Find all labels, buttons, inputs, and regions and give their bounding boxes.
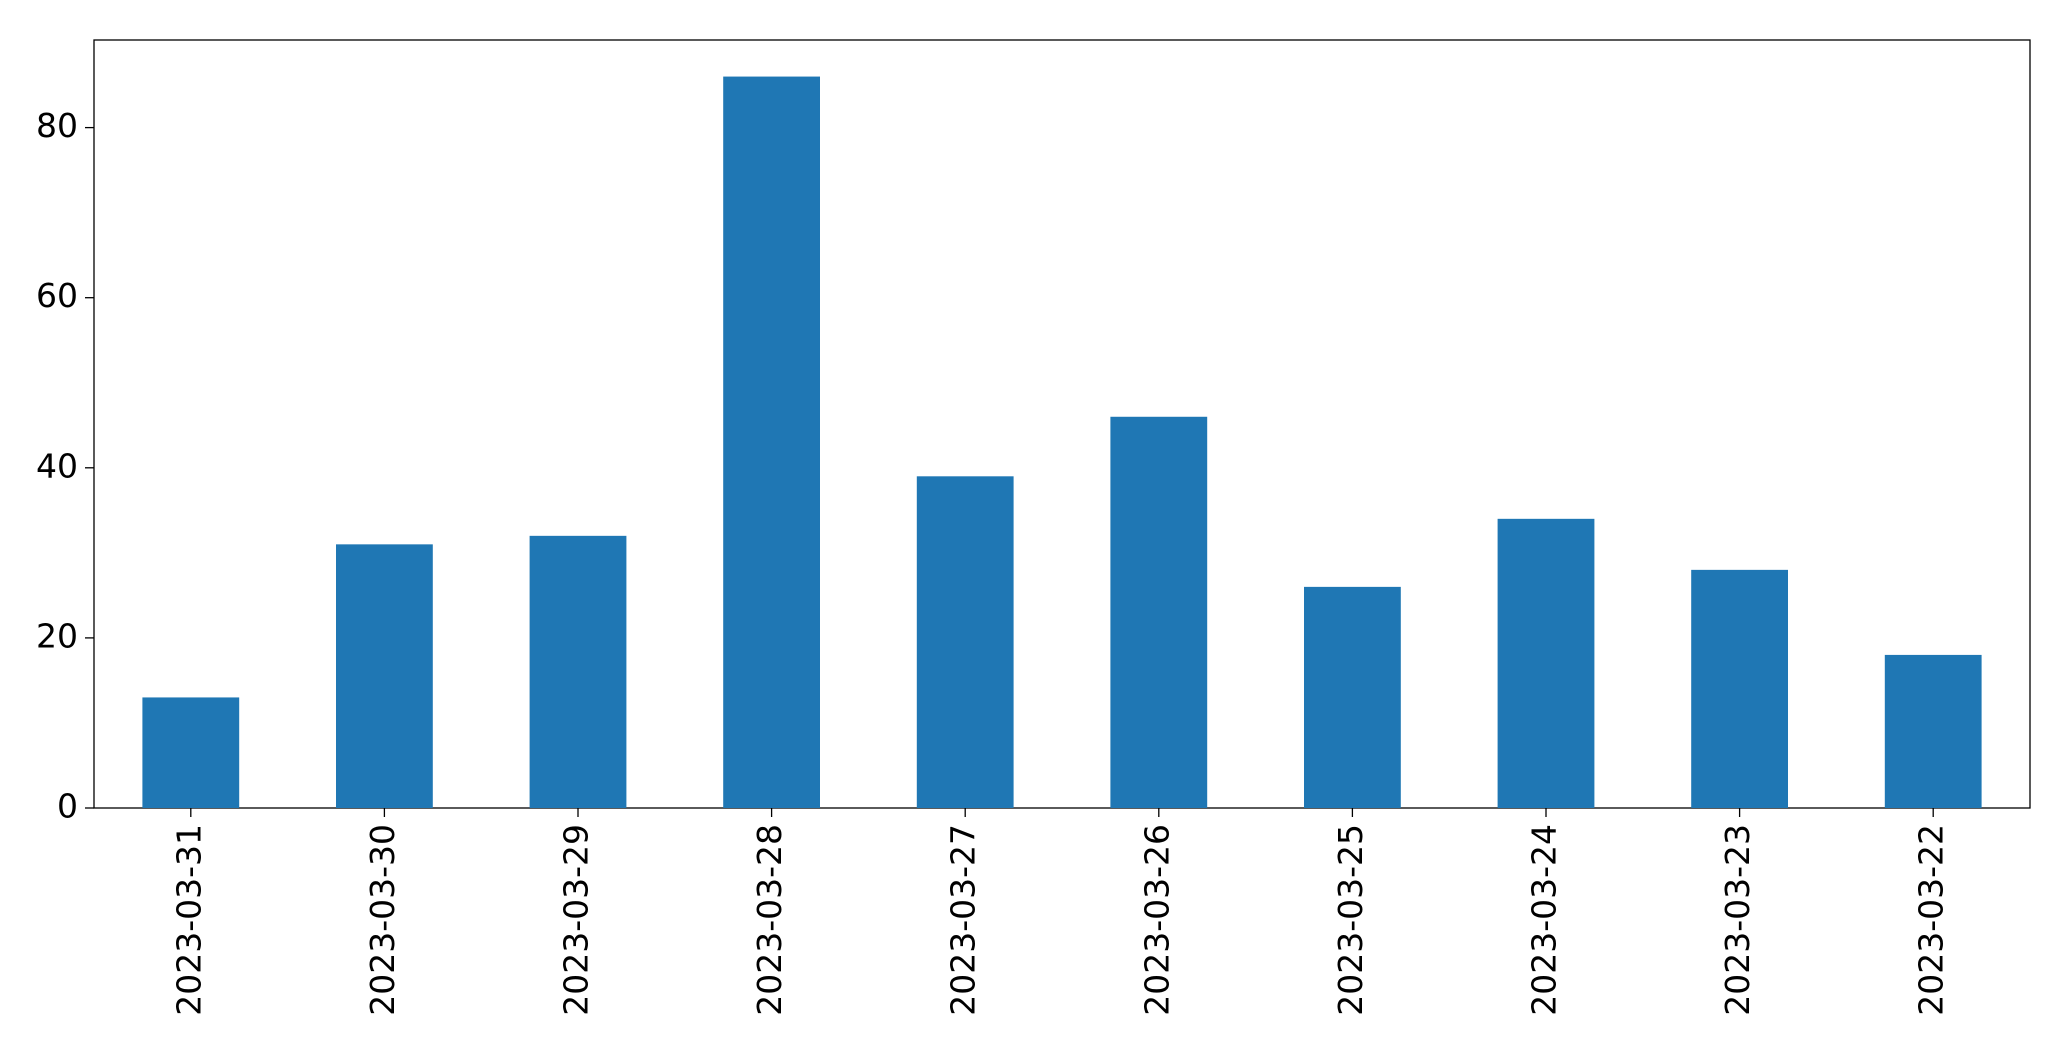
x-tick-label: 2023-03-28 (750, 824, 789, 1016)
x-tick-label: 2023-03-22 (1912, 824, 1951, 1016)
bar (1884, 654, 1982, 808)
y-tick-label: 80 (36, 106, 78, 145)
x-tick-label: 2023-03-30 (363, 824, 402, 1016)
x-tick-label: 2023-03-26 (1137, 824, 1176, 1016)
y-tick-label: 40 (36, 446, 78, 485)
bar (1304, 586, 1401, 808)
bar (723, 76, 820, 809)
y-tick-label: 60 (36, 276, 78, 315)
x-tick-label: 2023-03-27 (944, 824, 983, 1016)
bar (529, 535, 627, 808)
bar (916, 476, 1014, 808)
bar (1110, 416, 1208, 808)
y-tick-label: 0 (57, 787, 78, 826)
bar (142, 697, 240, 808)
x-tick-label: 2023-03-29 (557, 824, 596, 1016)
bar (336, 544, 433, 808)
x-tick-label: 2023-03-25 (1331, 824, 1370, 1016)
bar (1497, 518, 1595, 808)
x-tick-label: 2023-03-31 (169, 824, 208, 1016)
y-tick-label: 20 (36, 616, 78, 655)
plot-frame (93, 39, 2031, 809)
x-tick-label: 2023-03-24 (1525, 824, 1564, 1016)
bar (1691, 569, 1788, 808)
x-tick-label: 2023-03-23 (1718, 824, 1757, 1016)
